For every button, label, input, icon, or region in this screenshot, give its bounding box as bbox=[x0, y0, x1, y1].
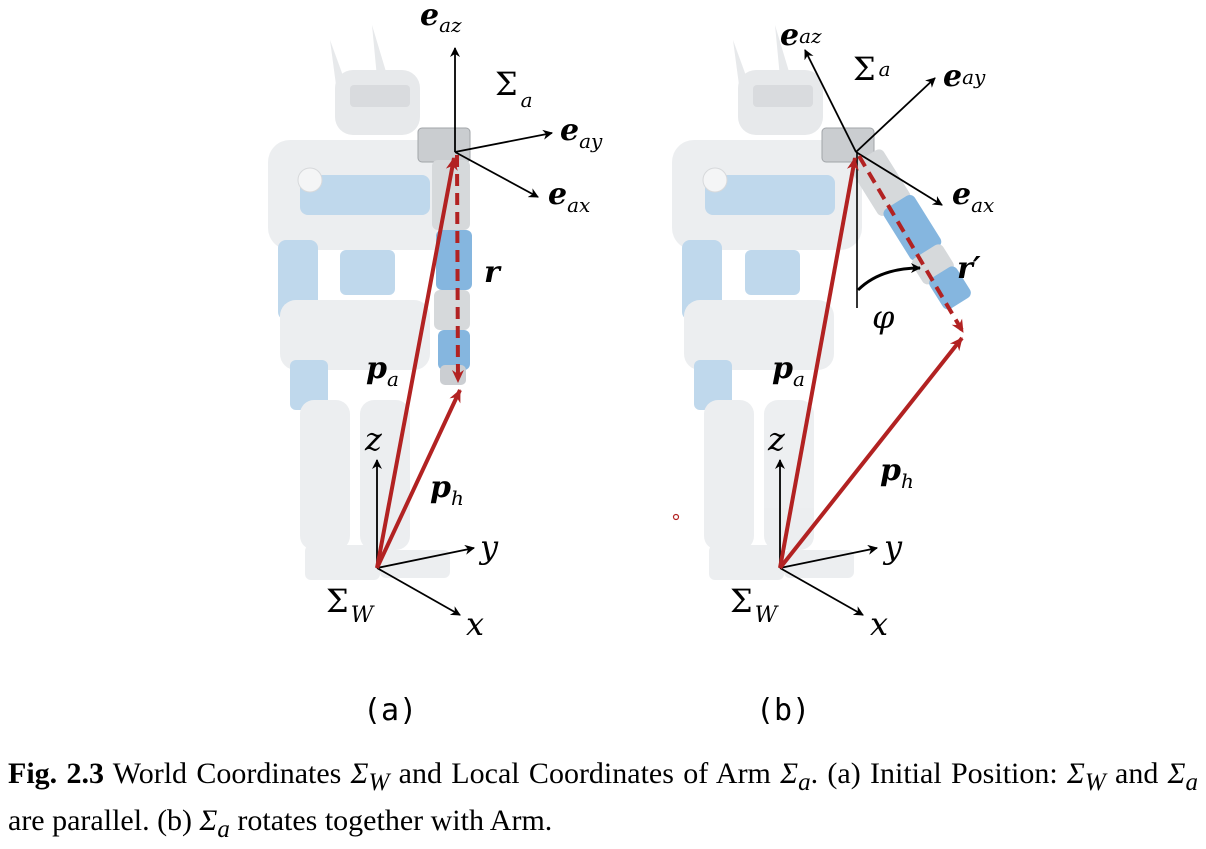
label-b-eax: eax bbox=[952, 177, 994, 217]
axis-b-eax-line bbox=[855, 151, 943, 206]
label-b-eay: eay bbox=[943, 59, 986, 94]
caption-text-1: World Coordinates bbox=[104, 757, 351, 790]
vector-b-r bbox=[857, 154, 965, 334]
stray-dot bbox=[672, 513, 680, 521]
label-b-r-prime: r′ bbox=[957, 251, 981, 286]
caption-sym-4-sub: a bbox=[1185, 769, 1199, 796]
panel-label-b: (b) bbox=[756, 693, 811, 728]
label-a-sigma-w: ΣW bbox=[326, 582, 376, 628]
caption-sym-4: Σ bbox=[1167, 757, 1186, 790]
vector-b-pa bbox=[778, 157, 859, 569]
label-a-eay: eay bbox=[560, 113, 603, 153]
label-a-eax: eax bbox=[548, 177, 590, 217]
caption-sym-1-sub: W bbox=[368, 769, 390, 796]
label-a-eaz: eaz bbox=[420, 0, 462, 37]
axis-a-eay-line bbox=[454, 129, 553, 153]
axis-b-x-line bbox=[779, 567, 864, 616]
caption-sym-2: Σ bbox=[780, 757, 799, 790]
caption-text-6: rotates together with Arm. bbox=[229, 804, 553, 837]
panel-label-a: (a) bbox=[363, 693, 418, 728]
caption-sym-3-sub: W bbox=[1084, 769, 1106, 796]
label-b-x: x bbox=[870, 605, 888, 643]
label-b-pa: pa bbox=[772, 351, 805, 391]
caption-sym-2-sub: a bbox=[798, 769, 811, 796]
label-b-eaz: eaz bbox=[780, 18, 822, 53]
label-a-pa: pa bbox=[366, 351, 399, 391]
label-b-y: y bbox=[882, 528, 903, 566]
caption-text-2: and Local Coordinates of Arm bbox=[389, 757, 781, 790]
caption-text-5: are parallel. (b) bbox=[8, 804, 200, 837]
figure-caption: Fig. 2.3 World Coordinates ΣW and Local … bbox=[8, 755, 1198, 849]
axis-a-eax-line bbox=[454, 151, 539, 198]
caption-fig-label: Fig. 2.3 bbox=[8, 757, 104, 790]
vector-a-pa bbox=[375, 157, 458, 569]
label-b-z: z bbox=[767, 420, 786, 458]
caption-sym-1: Σ bbox=[350, 757, 369, 790]
axis-b-eay-line bbox=[855, 77, 936, 153]
label-a-z: z bbox=[364, 420, 383, 458]
axis-b-y-line bbox=[779, 544, 878, 569]
robot-b-illustration bbox=[672, 25, 971, 580]
label-b-phi: φ bbox=[872, 298, 895, 336]
label-a-x: x bbox=[466, 605, 484, 643]
vector-b-ph bbox=[778, 336, 964, 570]
label-a-ph: ph bbox=[430, 470, 464, 510]
label-a-r: r bbox=[484, 255, 502, 290]
axis-a-x-line bbox=[376, 567, 461, 616]
caption-text-4: and bbox=[1105, 757, 1168, 790]
angle-b-arc bbox=[856, 263, 921, 292]
axis-a-y-line bbox=[376, 544, 475, 569]
label-b-sigma-w: ΣW bbox=[730, 582, 780, 628]
label-b-ph: ph bbox=[880, 453, 914, 493]
caption-text-3: . (a) Initial Position: bbox=[810, 757, 1068, 790]
label-a-y: y bbox=[478, 528, 499, 566]
caption-sym-5: Σ bbox=[199, 804, 218, 837]
caption-sym-5-sub: a bbox=[217, 816, 230, 843]
vector-a-ph bbox=[375, 389, 462, 569]
axis-b-eaz-line bbox=[804, 49, 857, 153]
caption-sym-3: Σ bbox=[1067, 757, 1085, 790]
